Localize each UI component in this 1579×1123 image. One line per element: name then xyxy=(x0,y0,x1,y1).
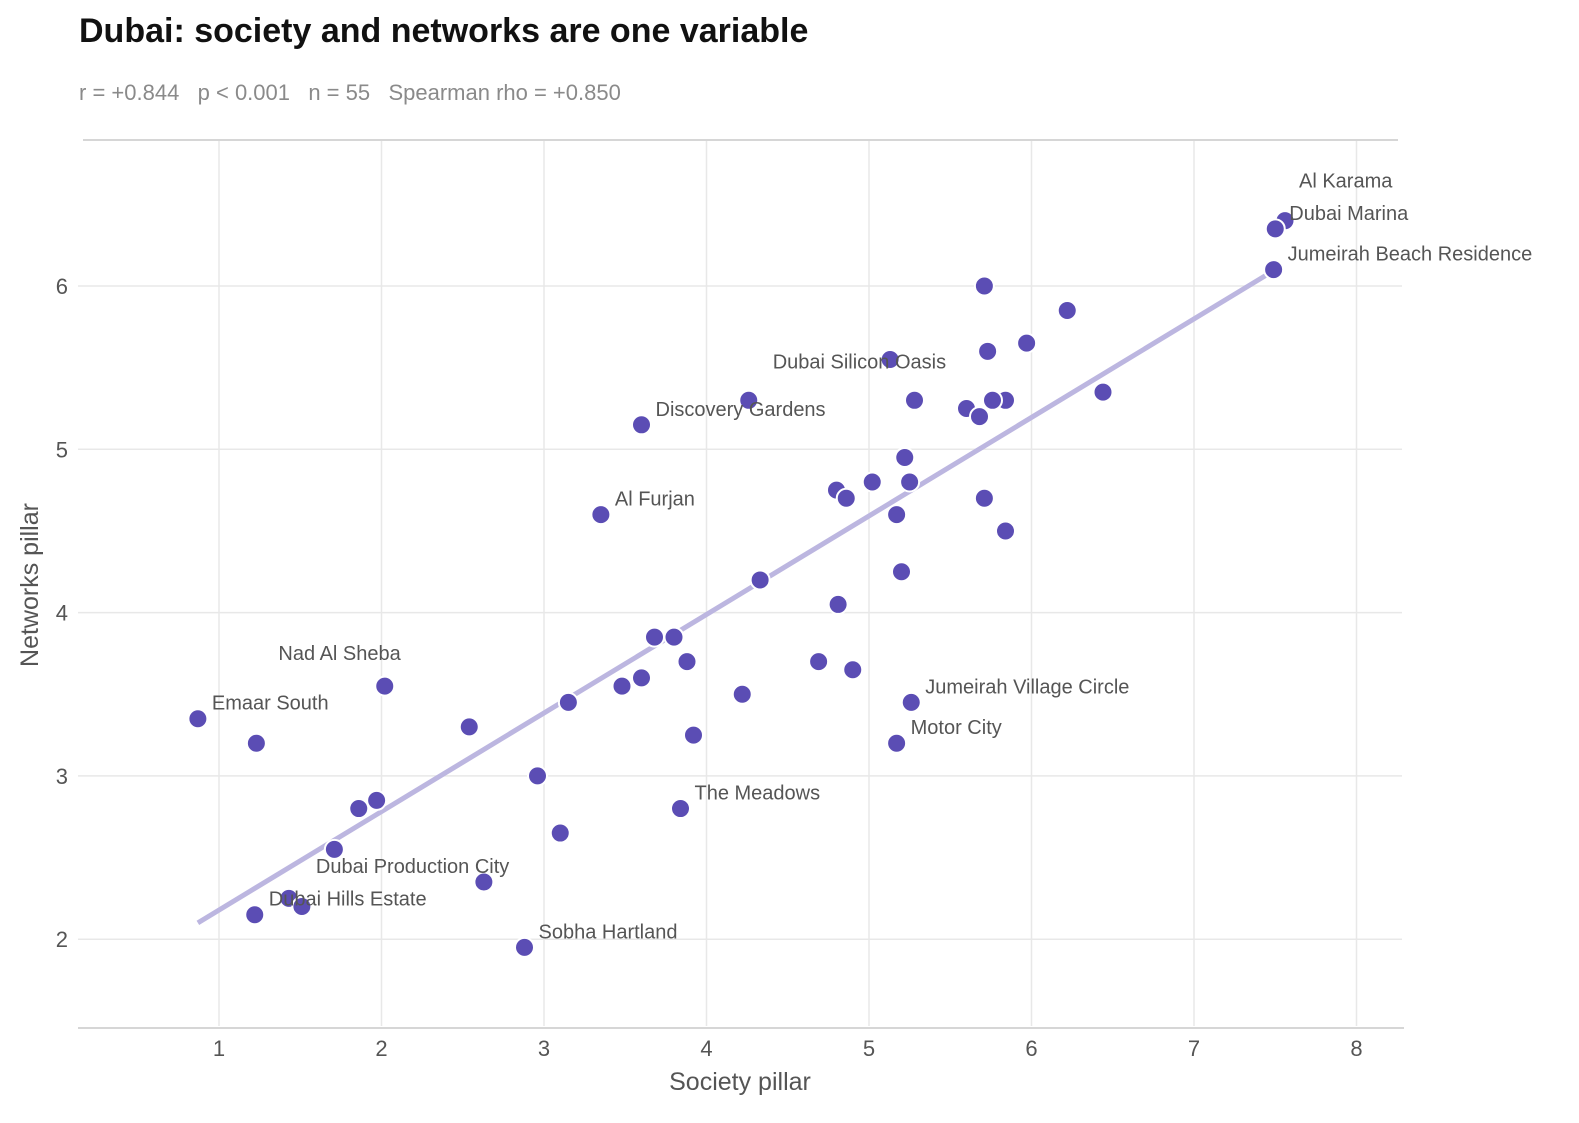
point-label: Al Furjan xyxy=(615,489,695,511)
data-point xyxy=(886,504,908,526)
data-point xyxy=(245,732,267,754)
x-tick-label: 8 xyxy=(1350,1036,1362,1061)
point-label: Emaar South xyxy=(212,693,329,715)
point-label: Al Karama xyxy=(1299,171,1393,193)
data-point xyxy=(973,275,995,297)
y-tick-labels: 2 3 4 5 6 xyxy=(56,274,68,952)
point-label: Discovery Gardens xyxy=(656,399,826,421)
y-tick-label: 3 xyxy=(56,764,68,789)
data-point xyxy=(808,651,830,673)
data-point xyxy=(894,446,916,468)
trend-line xyxy=(196,267,1277,926)
data-point xyxy=(670,798,691,820)
data-point xyxy=(969,406,990,428)
data-point xyxy=(731,683,753,705)
data-point xyxy=(977,340,999,362)
x-tick-label: 7 xyxy=(1188,1036,1200,1061)
data-point xyxy=(631,414,652,436)
data-point xyxy=(749,569,771,591)
data-point xyxy=(527,765,548,787)
y-tick-label: 4 xyxy=(56,601,68,626)
data-point xyxy=(891,561,912,583)
data-point xyxy=(1264,218,1286,240)
data-point xyxy=(644,626,665,648)
y-tick-label: 5 xyxy=(56,437,68,462)
data-point xyxy=(187,708,209,730)
x-tick-label: 4 xyxy=(700,1036,712,1061)
x-tick-label: 6 xyxy=(1025,1036,1037,1061)
data-point xyxy=(291,896,313,918)
data-point xyxy=(323,838,345,860)
data-point xyxy=(473,871,495,893)
x-tick-label: 1 xyxy=(213,1036,225,1061)
point-label: Dubai Marina xyxy=(1289,203,1409,225)
data-point xyxy=(458,716,480,738)
data-point xyxy=(366,789,388,811)
point-label: Jumeirah Village Circle xyxy=(925,676,1129,698)
point-label: Sobha Hartland xyxy=(539,921,678,943)
data-point xyxy=(973,487,995,509)
point-label: The Meadows xyxy=(695,783,821,805)
point-label: Dubai Production City xyxy=(316,856,509,878)
grid-lines xyxy=(78,140,1402,1026)
data-point xyxy=(842,659,864,681)
chart-stats-subtitle: r = +0.844 p < 0.001 n = 55 Spearman rho… xyxy=(79,80,621,105)
point-label: Motor City xyxy=(911,717,1002,739)
data-point xyxy=(683,724,704,746)
x-axis-label: Society pillar xyxy=(669,1068,811,1096)
data-point xyxy=(827,593,849,615)
data-point xyxy=(1092,381,1114,403)
data-point xyxy=(1056,299,1078,321)
data-point xyxy=(904,389,925,411)
data-point xyxy=(835,487,857,509)
data-points xyxy=(187,210,1296,958)
data-point xyxy=(738,389,760,411)
y-tick-label: 2 xyxy=(56,927,68,952)
data-point xyxy=(900,691,922,713)
chart-title: Dubai: society and networks are one vari… xyxy=(79,12,809,50)
y-tick-label: 6 xyxy=(56,274,68,299)
data-point xyxy=(549,822,571,844)
data-point xyxy=(886,732,908,754)
x-tick-label: 5 xyxy=(863,1036,875,1061)
data-point xyxy=(611,675,633,697)
data-point xyxy=(557,691,579,713)
y-axis-label: Networks pillar xyxy=(16,503,44,667)
x-tick-label: 3 xyxy=(538,1036,550,1061)
x-tick-label: 2 xyxy=(375,1036,387,1061)
data-point xyxy=(374,675,396,697)
point-label: Dubai Silicon Oasis xyxy=(773,351,946,373)
data-point xyxy=(676,651,698,673)
data-point xyxy=(514,936,535,958)
data-point xyxy=(1016,332,1038,354)
point-label: Jumeirah Beach Residence xyxy=(1288,244,1533,266)
x-tick-labels: 1 2 3 4 5 6 7 8 xyxy=(213,1036,1363,1061)
data-point xyxy=(244,904,266,926)
point-labels: Al Karama Dubai Marina Jumeirah Beach Resi… xyxy=(212,171,1532,944)
data-point xyxy=(348,798,370,820)
data-point xyxy=(995,520,1016,542)
point-label: Nad Al Sheba xyxy=(278,643,401,665)
trend-line-group xyxy=(196,267,1277,926)
data-point xyxy=(590,504,612,526)
data-point xyxy=(899,471,921,493)
data-point xyxy=(663,626,685,648)
data-point xyxy=(879,348,901,370)
data-point xyxy=(1263,259,1285,281)
data-point xyxy=(631,667,652,689)
point-label: Dubai Hills Estate xyxy=(269,889,427,911)
data-point xyxy=(982,389,1003,411)
data-point xyxy=(861,471,883,493)
